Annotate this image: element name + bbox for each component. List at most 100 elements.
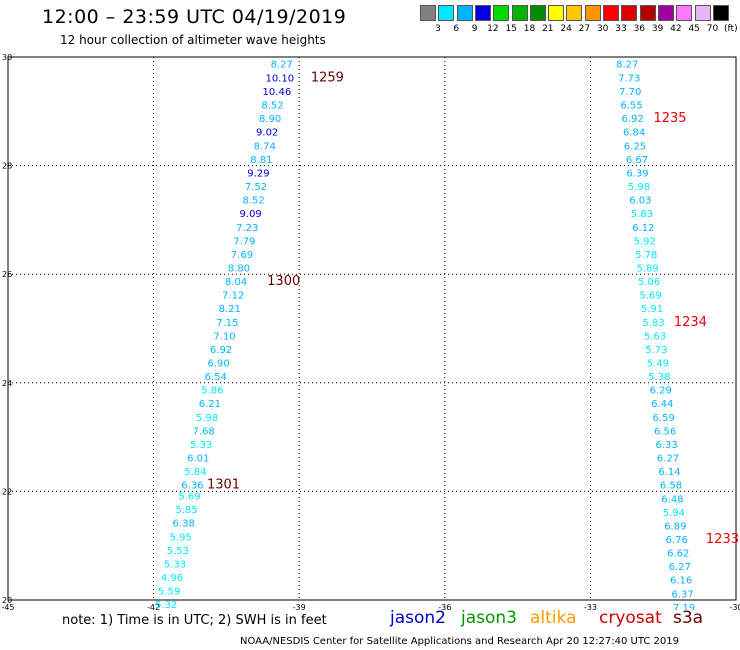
wave-height-value: 7.70: [619, 87, 641, 98]
satellite-legend-item: jason2: [390, 608, 446, 628]
wave-height-value: 9.29: [247, 168, 269, 179]
color-scale-label: 45: [688, 24, 700, 34]
x-tick-label: -42: [147, 603, 160, 610]
color-scale-label: 30: [596, 24, 609, 34]
time-label: 1259: [311, 70, 344, 85]
color-scale-label: 70: [706, 24, 719, 34]
color-scale-label: 6: [453, 24, 460, 34]
y-tick-label: 20: [2, 596, 12, 605]
wave-height-value: 6.84: [623, 128, 645, 139]
color-scale-label: 39: [651, 24, 664, 34]
wave-height-value: 5.69: [639, 291, 661, 302]
chart-title: 12:00 – 23:59 UTC 04/19/2019: [42, 6, 347, 28]
wave-height-value: 7.23: [236, 223, 258, 234]
wave-height-value: 5.53: [167, 546, 189, 557]
wave-height-value: 5.69: [178, 492, 200, 503]
wave-height-value: 5.59: [158, 587, 180, 598]
wave-height-value: 7.15: [216, 318, 238, 329]
wave-height-value: 6.16: [670, 576, 692, 587]
wave-height-value: 7.73: [618, 73, 640, 84]
x-tick-label: -30: [729, 603, 740, 610]
wave-height-value: 5.63: [644, 331, 666, 342]
color-scale-label: 15: [505, 24, 517, 34]
wave-height-value: 6.29: [650, 386, 672, 397]
x-tick-label: -39: [293, 603, 306, 610]
color-scale-label: 21: [542, 24, 554, 34]
wave-height-value: 6.44: [651, 399, 673, 410]
color-swatch: [474, 5, 491, 21]
wave-height-value: 5.83: [642, 318, 664, 329]
color-swatch: [529, 5, 546, 21]
x-tick-label: -45: [1, 603, 14, 610]
wave-height-plot: -45 -42 -39 -36 -33 -30 20 22 24 26 28 30 8.27 10.10 1…: [1, 53, 740, 610]
wave-height-value: 8.80: [228, 263, 250, 274]
wave-height-value: 6.39: [626, 168, 648, 179]
y-tick-label: 28: [2, 162, 12, 171]
wave-height-value: 7.10: [213, 331, 235, 342]
wave-height-value: 6.14: [658, 467, 680, 478]
y-tick-label: 24: [2, 379, 12, 388]
time-label: 1300: [267, 274, 300, 289]
color-swatch: [676, 5, 693, 21]
wave-height-value: 6.92: [210, 345, 232, 356]
color-swatch: [438, 5, 455, 21]
chart-subtitle: 12 hour collection of altimeter wave hei…: [60, 33, 326, 47]
wave-height-value: 9.09: [240, 209, 262, 220]
wave-height-value: 7.19: [673, 603, 695, 610]
wave-height-value: 6.01: [187, 454, 209, 465]
color-scale-label: 36: [633, 24, 646, 34]
color-swatch: [603, 5, 619, 21]
color-scale-label: 12: [487, 24, 499, 34]
wave-height-value: 5.84: [184, 467, 206, 478]
y-tick-label: 26: [2, 270, 12, 279]
wave-height-value: 8.27: [616, 59, 638, 70]
wave-height-value: 8.52: [261, 101, 283, 112]
color-swatch: [584, 5, 601, 21]
wave-height-value: 8.90: [259, 114, 281, 125]
wave-height-value: 6.27: [657, 454, 679, 465]
wave-height-value: 7.52: [245, 182, 267, 193]
wave-height-value: 6.25: [624, 141, 646, 152]
wave-height-value: 5.78: [635, 250, 657, 261]
wave-height-value: 8.04: [225, 277, 247, 288]
wave-height-value: 5.89: [637, 263, 659, 274]
wave-height-value: 6.90: [208, 359, 230, 370]
wave-height-value: 5.86: [201, 386, 223, 397]
wave-height-value: 5.32: [155, 600, 177, 610]
footer-credit: NOAA/NESDIS Center for Satellite Applica…: [240, 636, 679, 647]
wave-height-value: 5.49: [647, 359, 669, 370]
wave-height-value: 6.33: [655, 440, 677, 451]
wave-height-value: 7.79: [233, 236, 255, 247]
wave-height-value: 6.03: [629, 196, 651, 207]
wave-height-value: 8.27: [271, 59, 293, 70]
satellite-legend-item: jason3: [461, 608, 517, 628]
wave-height-value: 5.38: [648, 372, 670, 383]
wave-height-value: 6.89: [664, 521, 686, 532]
satellite-legend-item: altika: [530, 608, 577, 628]
wave-height-value: 4.96: [161, 573, 183, 584]
wave-height-value: 5.95: [170, 532, 192, 543]
wave-height-value: 6.58: [660, 481, 682, 492]
time-label: 1233: [706, 532, 739, 547]
color-swatch: [548, 5, 565, 21]
color-scale-label: 9: [471, 24, 478, 34]
wave-height-value: 5.73: [645, 345, 667, 356]
color-swatch: [694, 5, 711, 21]
wave-height-value: 5.92: [634, 236, 656, 247]
wave-height-value: 5.06: [638, 277, 660, 288]
color-scale-label: 27: [578, 24, 591, 34]
satellite-legend-item: s3a: [673, 608, 704, 628]
wave-height-value: 6.12: [632, 223, 654, 234]
wave-height-value: 5.98: [196, 413, 218, 424]
time-label: 1301: [207, 478, 240, 493]
wave-height-value: 7.68: [192, 426, 214, 437]
wave-height-value: 6.56: [654, 426, 676, 437]
color-swatch: [456, 5, 473, 21]
wave-height-value: 6.76: [666, 535, 688, 546]
wave-height-value: 6.92: [621, 114, 643, 125]
wave-height-value: 9.02: [256, 128, 278, 139]
satellite-legend-item: cryosat: [599, 608, 662, 628]
plot-frame: [7, 56, 737, 601]
wave-height-value: 6.59: [653, 413, 675, 424]
wave-height-value: 5.98: [628, 182, 650, 193]
